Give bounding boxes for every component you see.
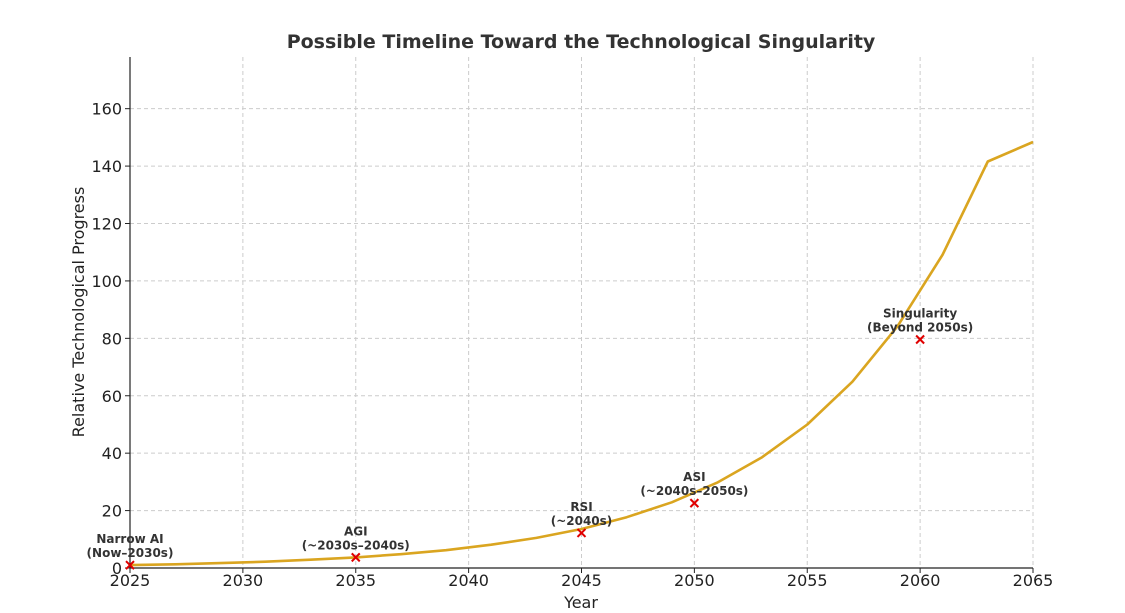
marker-stroke <box>351 552 361 563</box>
marker-stroke <box>125 560 135 570</box>
x-tick-label: 2035 <box>335 571 376 590</box>
milestone-sublabel: (Beyond 2050s) <box>867 320 973 334</box>
milestone-marker <box>125 560 135 570</box>
series-line <box>129 140 1034 567</box>
y-tick-label: 80 <box>102 329 122 348</box>
x-tick-label: 2030 <box>223 571 264 590</box>
y-tick-label: 120 <box>91 215 122 234</box>
y-tick-label: 0 <box>112 559 122 578</box>
milestone-label: AGI <box>344 524 368 538</box>
marker-stroke <box>915 334 925 345</box>
milestone-marker <box>351 552 361 563</box>
x-tick-label: 2040 <box>448 571 489 590</box>
marker-stroke <box>576 528 587 538</box>
milestone-marker <box>576 528 587 538</box>
x-tick-label: 2060 <box>900 571 941 590</box>
y-ticks: 0 20 40 60 80 100 120 140 160 <box>91 100 130 578</box>
x-tick-label: 2065 <box>1013 571 1054 590</box>
series-group <box>129 140 1034 567</box>
milestone-sublabel: (~2040s–2050s) <box>640 484 748 498</box>
x-tick-label: 2050 <box>674 571 715 590</box>
milestone-marker <box>689 498 700 508</box>
y-tick-label: 140 <box>91 157 122 176</box>
x-ticks: 2025 2030 2035 2040 2045 2050 2055 2060 2065 <box>110 568 1054 590</box>
marker-stroke <box>689 498 700 508</box>
milestone-sublabel: (~2030s–2040s) <box>302 538 410 552</box>
milestone-sublabel: (Now–2030s) <box>87 546 174 560</box>
y-tick-label: 60 <box>102 387 122 406</box>
y-tick-label: 40 <box>102 444 122 463</box>
milestone-marker <box>915 334 925 345</box>
milestones: Narrow AI(Now–2030s) AGI(~2030s–2040s) RSI… <box>87 306 973 570</box>
milestone-label: Singularity <box>883 306 957 320</box>
milestone-label: Narrow AI <box>96 532 163 546</box>
y-tick-label: 20 <box>102 502 122 521</box>
chart-title: Possible Timeline Toward the Technologic… <box>287 31 876 53</box>
x-tick-label: 2025 <box>110 571 151 590</box>
milestone-label: RSI <box>570 500 592 514</box>
milestone-sublabel: (~2040s) <box>551 514 613 528</box>
y-tick-label: 160 <box>91 100 122 119</box>
y-axis-label: Relative Technological Progress <box>69 187 88 438</box>
x-tick-label: 2045 <box>561 571 602 590</box>
x-tick-label: 2055 <box>787 571 828 590</box>
milestone-label: ASI <box>683 470 705 484</box>
grid <box>130 57 1034 568</box>
y-tick-label: 100 <box>91 272 122 291</box>
x-axis-label: Year <box>563 593 598 612</box>
